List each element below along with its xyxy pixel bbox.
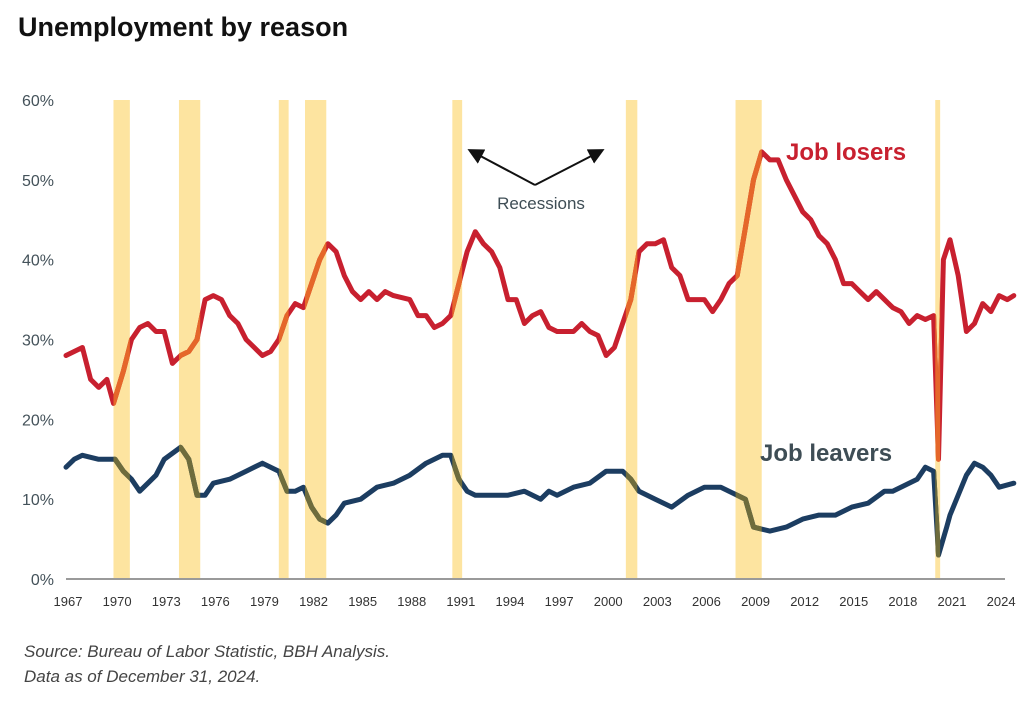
x-tick-label: 1994 [496, 594, 525, 609]
x-tick-label: 1979 [250, 594, 279, 609]
recession-band [113, 100, 130, 579]
x-tick-label: 1997 [545, 594, 574, 609]
x-tick-label: 1976 [201, 594, 230, 609]
x-tick-label: 2000 [594, 594, 623, 609]
job-losers-label: Job losers [786, 139, 906, 166]
x-tick-label: 2003 [643, 594, 672, 609]
recession-arrow-right [534, 149, 605, 186]
x-tick-label: 1991 [446, 594, 475, 609]
x-tick-label: 1970 [103, 594, 132, 609]
recession-band [178, 100, 201, 579]
y-tick-label: 40% [22, 253, 54, 270]
recession-arrow-left [467, 149, 536, 186]
x-tick-label: 1988 [397, 594, 426, 609]
x-tick-label: 2024 [987, 594, 1016, 609]
y-tick-label: 60% [22, 93, 54, 110]
chart-title: Unemployment by reason [18, 12, 349, 42]
recession-band [452, 100, 463, 579]
y-tick-label: 50% [22, 173, 54, 190]
recessions-label: Recessions [497, 194, 585, 213]
x-tick-label: 1982 [299, 594, 328, 609]
y-tick-label: 0% [31, 572, 54, 589]
x-tick-label: 2009 [741, 594, 770, 609]
line-chart: 0% 10% 20% 30% 40% 50% 60% 1967 1970 1973 1976 1979… [22, 93, 1017, 609]
job-leavers-label: Job leavers [760, 440, 892, 467]
job-losers-line [63, 149, 1017, 462]
y-tick-label: 10% [22, 492, 54, 509]
recession-band [305, 100, 327, 579]
as-of-note: Data as of December 31, 2024. [24, 667, 261, 686]
recession-band [625, 100, 638, 579]
y-tick-label: 20% [22, 412, 54, 429]
x-tick-label: 2006 [692, 594, 721, 609]
x-tick-label: 2021 [938, 594, 967, 609]
recession-band [935, 100, 941, 579]
recession-band [278, 100, 289, 579]
x-tick-label: 1973 [152, 594, 181, 609]
source-note: Source: Bureau of Labor Statistic, BBH A… [24, 642, 390, 661]
x-tick-label: 1967 [54, 594, 83, 609]
x-tick-label: 2015 [839, 594, 868, 609]
x-tick-label: 1985 [348, 594, 377, 609]
x-tick-label: 2012 [790, 594, 819, 609]
y-tick-label: 30% [22, 333, 54, 350]
x-tick-label: 2018 [888, 594, 917, 609]
